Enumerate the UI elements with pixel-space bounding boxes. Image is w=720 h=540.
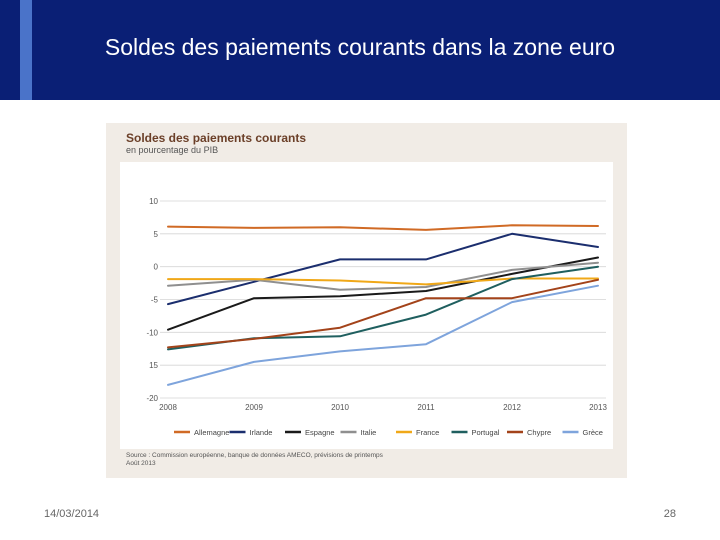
y-tick-label: -5 xyxy=(151,296,159,305)
y-tick-label: -20 xyxy=(146,394,158,403)
gridlines xyxy=(160,200,606,399)
y-tick-label: 15 xyxy=(149,361,158,370)
x-tick-label: 2011 xyxy=(417,403,435,412)
x-tick-label: 2013 xyxy=(589,403,607,412)
legend-label: Irlande xyxy=(250,428,273,437)
x-axis-ticks: 2008 2009 2010 2011 2012 2013 xyxy=(159,403,607,412)
chart-figure: 10 5 0 -5 -10 15 -20 2008 2009 2010 2011 2012 2013 … xyxy=(106,123,627,478)
series-line-chypre xyxy=(167,278,599,349)
legend-label: Allemagne xyxy=(194,428,229,437)
legend-label: Chypre xyxy=(527,428,551,437)
x-tick-label: 2008 xyxy=(159,403,177,412)
y-tick-label: -10 xyxy=(146,328,158,337)
series-line-grèce xyxy=(167,284,599,386)
series-lines xyxy=(167,224,599,386)
y-tick-label: 5 xyxy=(154,230,159,239)
footer-date: 14/03/2014 xyxy=(44,508,100,520)
slide-header: Soldes des paiements courants dans la zo… xyxy=(0,0,720,100)
y-tick-label: 10 xyxy=(149,197,158,206)
series-line-italie xyxy=(167,261,599,291)
slide-title: Soldes des paiements courants dans la zo… xyxy=(104,34,616,60)
legend: Allemagne Irlande Espagne Italie France Portu… xyxy=(174,428,603,437)
source-date: Août 2013 xyxy=(126,460,156,467)
chart-title: Soldes des paiements courants xyxy=(126,131,307,145)
legend-label: Portugal xyxy=(472,428,500,437)
legend-label: Espagne xyxy=(305,428,335,437)
series-line-irlande xyxy=(167,232,599,306)
x-tick-label: 2012 xyxy=(503,403,521,412)
x-tick-label: 2009 xyxy=(245,403,263,412)
series-line-france xyxy=(167,277,599,286)
series-line-espagne xyxy=(167,256,599,331)
y-tick-label: 0 xyxy=(154,263,159,272)
chart-subtitle: en pourcentage du PIB xyxy=(126,145,219,155)
x-tick-label: 2010 xyxy=(331,403,349,412)
plot-area-background xyxy=(120,162,613,449)
source-text: Source : Commission européenne, banque d… xyxy=(126,452,383,459)
header-accent-stripe xyxy=(20,0,32,100)
chart-source: Source : Commission européenne, banque d… xyxy=(126,452,383,468)
y-axis-ticks: 10 5 0 -5 -10 15 -20 xyxy=(146,197,158,403)
legend-label: France xyxy=(416,428,439,437)
legend-label: Grèce xyxy=(583,428,603,437)
series-line-allemagne xyxy=(167,224,599,231)
page-number: 28 xyxy=(663,508,676,520)
legend-label: Italie xyxy=(361,428,377,437)
